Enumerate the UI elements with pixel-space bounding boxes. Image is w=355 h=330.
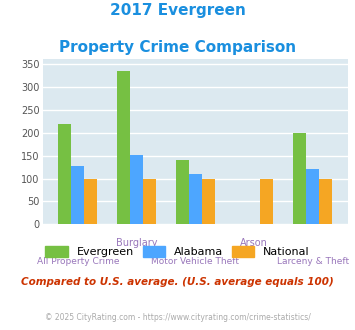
- Text: Burglary: Burglary: [116, 238, 157, 248]
- Bar: [59, 123, 71, 224]
- Bar: [130, 155, 143, 224]
- Text: All Property Crime: All Property Crime: [37, 257, 119, 266]
- Text: © 2025 CityRating.com - https://www.cityrating.com/crime-statistics/: © 2025 CityRating.com - https://www.city…: [45, 314, 310, 322]
- Text: 2017 Evergreen: 2017 Evergreen: [110, 3, 245, 18]
- Text: Larceny & Theft: Larceny & Theft: [277, 257, 349, 266]
- Text: Arson: Arson: [240, 238, 268, 248]
- Text: Property Crime Comparison: Property Crime Comparison: [59, 40, 296, 54]
- Bar: [84, 179, 97, 224]
- Bar: [176, 160, 189, 224]
- Bar: [143, 179, 156, 224]
- Legend: Evergreen, Alabama, National: Evergreen, Alabama, National: [41, 242, 314, 262]
- Bar: [306, 169, 319, 224]
- Bar: [261, 179, 273, 224]
- Bar: [189, 174, 202, 224]
- Bar: [293, 133, 306, 224]
- Bar: [202, 179, 215, 224]
- Text: Motor Vehicle Theft: Motor Vehicle Theft: [151, 257, 239, 266]
- Bar: [319, 179, 332, 224]
- Bar: [71, 166, 84, 224]
- Bar: [117, 71, 130, 224]
- Text: Compared to U.S. average. (U.S. average equals 100): Compared to U.S. average. (U.S. average …: [21, 277, 334, 287]
